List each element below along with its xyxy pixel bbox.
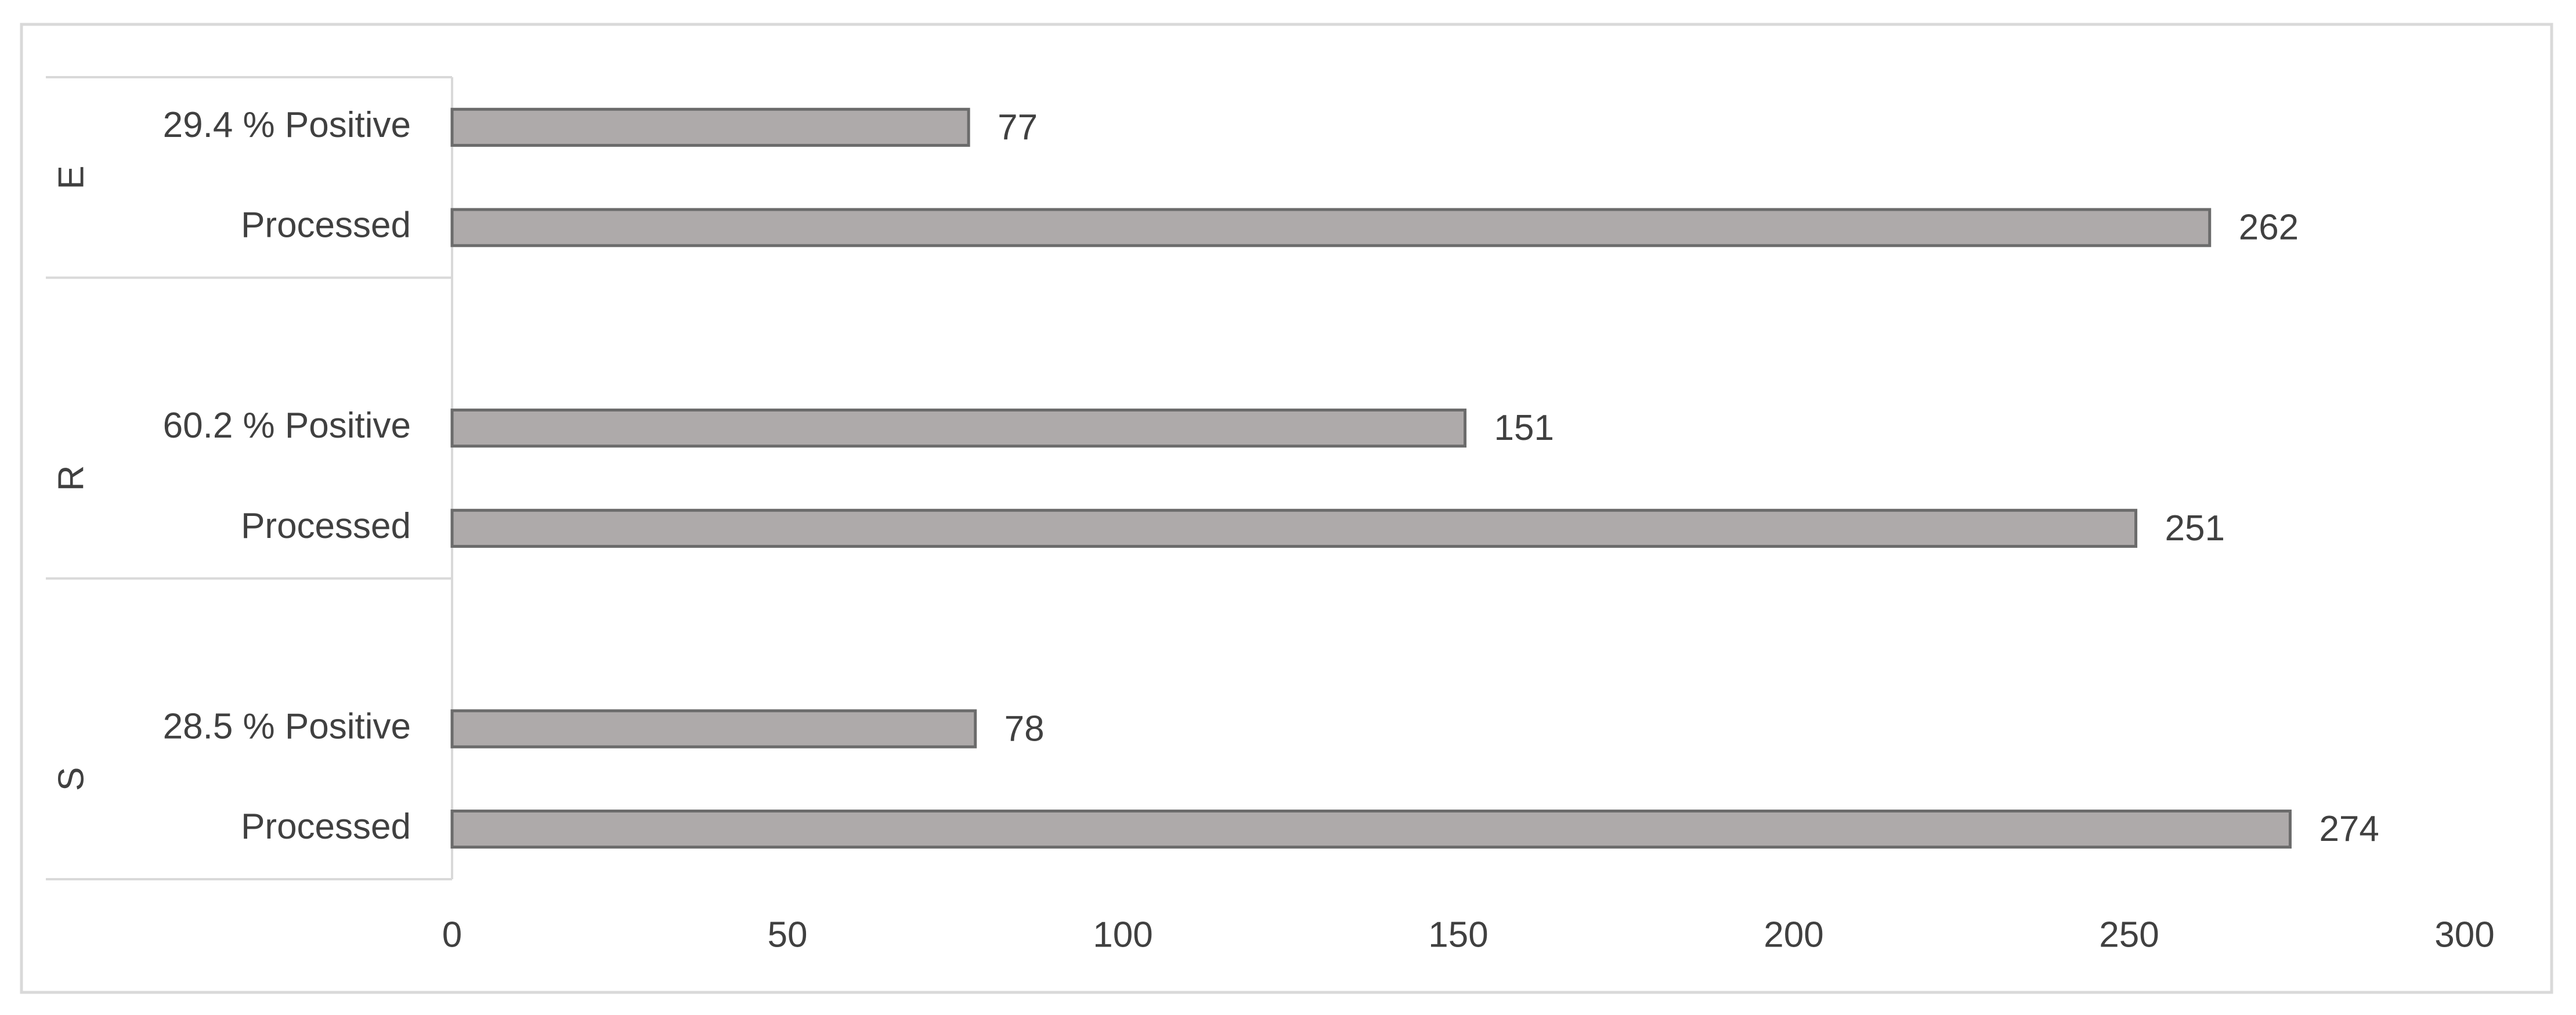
x-tick-label: 250 xyxy=(2099,915,2159,955)
x-tick-label: 100 xyxy=(1093,915,1152,955)
group-label: E xyxy=(51,165,91,189)
data-label: 274 xyxy=(2319,809,2379,849)
bar xyxy=(450,709,977,749)
bar xyxy=(450,810,2292,849)
y-tick-label: Processed xyxy=(241,807,411,847)
bar xyxy=(450,508,2138,548)
data-label: 77 xyxy=(998,107,1038,147)
x-tick-label: 300 xyxy=(2434,915,2494,955)
y-tick-label: 29.4 % Positive xyxy=(163,105,411,145)
bar xyxy=(450,208,2212,247)
data-label: 251 xyxy=(2165,508,2225,548)
data-label: 262 xyxy=(2239,208,2299,248)
x-tick-label: 150 xyxy=(1428,915,1488,955)
y-tick-label: 60.2 % Positive xyxy=(163,406,411,446)
y-tick-label: Processed xyxy=(241,205,411,245)
x-tick-label: 0 xyxy=(442,915,462,955)
group-label: R xyxy=(51,465,91,492)
data-label: 78 xyxy=(1005,709,1045,749)
data-label: 151 xyxy=(1494,408,1554,448)
y-tick-label: Processed xyxy=(241,506,411,546)
y-tick-label: 28.5 % Positive xyxy=(163,706,411,746)
bar xyxy=(450,107,970,147)
group-label: S xyxy=(51,767,91,791)
bar xyxy=(450,409,1467,448)
x-tick-label: 200 xyxy=(1764,915,1823,955)
x-tick-label: 50 xyxy=(768,915,808,955)
